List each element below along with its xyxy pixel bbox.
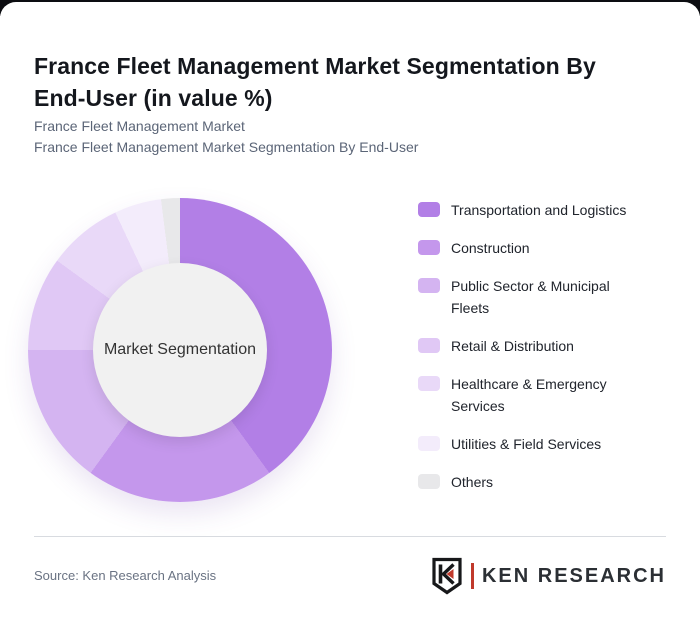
legend-item: Public Sector & Municipal Fleets	[418, 275, 658, 319]
legend-swatch	[418, 376, 440, 391]
legend-item: Others	[418, 471, 658, 493]
logo-divider-bar	[470, 563, 474, 589]
chart-legend: Transportation and Logistics Constructio…	[418, 199, 658, 493]
donut-chart: Market Segmentation	[28, 198, 332, 502]
legend-item: Utilities & Field Services	[418, 433, 658, 455]
legend-swatch	[418, 436, 440, 451]
donut-center-label: Market Segmentation	[103, 341, 257, 358]
legend-swatch	[418, 278, 440, 293]
legend-item: Retail & Distribution	[418, 335, 658, 357]
chart-subtitle-market: France Fleet Management Market	[34, 118, 245, 134]
logo-wordmark: KEN RESEARCH	[481, 564, 666, 587]
legend-label: Construction	[451, 240, 530, 256]
legend-swatch	[418, 202, 440, 217]
legend-label: Others	[451, 474, 494, 490]
legend-label: Retail & Distribution	[451, 338, 574, 354]
legend-label: Utilities & Field Services	[451, 436, 602, 452]
legend-item: Healthcare & Emergency Services	[418, 373, 658, 417]
ken-research-badge-icon	[432, 557, 462, 595]
legend-label: Transportation and Logistics	[451, 202, 627, 218]
legend-swatch	[418, 338, 440, 353]
chart-title: France Fleet Management Market Segmentat…	[34, 53, 596, 112]
legend-label: Public Sector & Municipal Fleets	[451, 278, 610, 316]
chart-subtitle-segmentation: France Fleet Management Market Segmentat…	[34, 139, 419, 155]
legend-swatch	[418, 474, 440, 489]
legend-label: Healthcare & Emergency Services	[451, 376, 607, 414]
ken-research-logo: KEN RESEARCH	[431, 556, 666, 596]
source-text: Source: Ken Research Analysis	[34, 568, 217, 583]
legend-item: Transportation and Logistics	[418, 199, 658, 221]
legend-item: Construction	[418, 237, 658, 259]
footer-divider	[34, 536, 666, 537]
legend-swatch	[418, 240, 440, 255]
donut-hole: Market Segmentation	[93, 263, 267, 437]
